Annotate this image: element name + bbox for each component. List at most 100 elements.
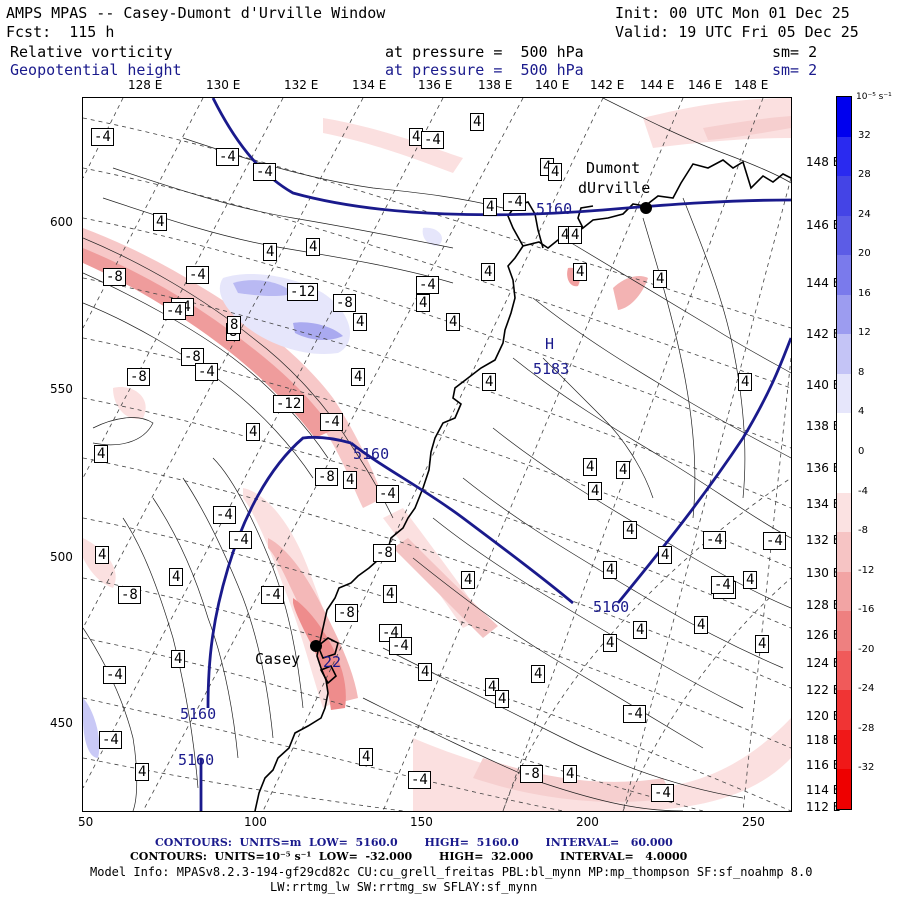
longitude-label: 138 E [478,78,513,92]
latitude-label: 122 E [806,683,841,697]
high-marker: H [545,335,555,353]
colorbar-segment [837,294,851,335]
vorticity-value-box: -4 [416,276,439,294]
latitude-label: 134 E [806,497,841,511]
colorbar-tick-label: 20 [858,248,871,260]
footer-radiation-info: LW:rrtmg_lw SW:rrtmg_sw SFLAY:sf_mynn [270,880,538,894]
vorticity-value-box: 4 [95,546,110,564]
vorticity-value-box: -12 [287,283,319,301]
colorbar-segment [837,492,851,533]
vorticity-value-box: 4 [563,765,578,783]
x-tick-label: 100 [244,815,267,829]
vorticity-value-box: 4 [568,226,583,244]
height-label-southeast: 5160 [593,598,630,616]
durville-station-label: dUrville [578,179,651,197]
init-time: Init: 00 UTC Mon 01 Dec 25 [615,4,850,22]
vorticity-value-box: -8 [520,765,543,783]
vorticity-value-box: -4 [163,302,186,320]
colorbar-segment [837,136,851,177]
longitude-label: 148 E [734,78,769,92]
casey-value-label: 22 [323,653,342,671]
colorbar-tick-label: 16 [858,287,871,299]
vorticity-value-box: 4 [573,263,588,281]
vorticity-value-box: -4 [623,705,646,723]
vorticity-value-box: -4 [376,485,399,503]
vorticity-value-box: -8 [181,348,204,366]
vorticity-value-box: 4 [743,571,758,589]
colorbar-unit: 10⁻⁵ s⁻¹ [856,92,892,102]
footer-vorticity-contours: CONTOURS: UNITS=10⁻⁵ s⁻¹ LOW= -32.000 HI… [130,850,688,863]
vorticity-value-box: -8 [333,294,356,312]
height-label-southwest: 5160 [178,751,215,769]
colorbar-segment [837,255,851,296]
dumont-station-label: Dumont [586,159,641,177]
y-tick-label: 600 [50,215,73,229]
colorbar-tick-label: -32 [858,762,875,774]
longitude-label: 142 E [590,78,625,92]
x-tick-label: 250 [742,815,765,829]
colorbar-segment [837,97,851,138]
colorbar-segment [837,334,851,375]
vorticity-value-box: 4 [623,521,638,539]
vorticity-value-box: -4 [186,266,209,284]
colorbar-tick-label: 0 [858,446,865,457]
vorticity-value-box: 4 [583,458,598,476]
high-value-label: 5183 [533,360,570,378]
valid-time: Valid: 19 UTC Fri 05 Dec 25 [615,23,859,41]
vorticity-value-box: 4 [246,423,261,441]
vorticity-value-box: 4 [481,263,496,281]
colorbar-segment [837,650,851,691]
vorticity-value-box: -4 [651,784,674,802]
field2-smoothing: sm= 2 [772,61,818,79]
colorbar [836,96,852,810]
vorticity-value-box: -4 [195,363,218,381]
map-title: AMPS MPAS -- Casey-Dumont d'Urville Wind… [6,4,386,22]
colorbar-tick-label: 24 [858,208,871,220]
vorticity-value-box: 4 [482,373,497,391]
vorticity-value-box: -4 [320,413,343,431]
vorticity-value-box: -4 [99,731,122,749]
vorticity-value-box: 4 [633,621,648,639]
vorticity-value-box: -12 [273,395,305,413]
vorticity-value-box: 4 [653,270,668,288]
latitude-label: 118 E [806,733,841,747]
vorticity-value-box: -8 [127,368,150,386]
height-label-west: 5160 [180,705,217,723]
colorbar-tick-label: -8 [858,525,868,537]
height-label-center: 5160 [353,445,390,463]
vorticity-value-box: 4 [359,748,374,766]
field1-smoothing: sm= 2 [772,43,818,61]
vorticity-value-box: -4 [503,193,526,211]
latitude-label: 140 E [806,378,841,392]
vorticity-value-box: 4 [383,585,398,603]
latitude-label: 142 E [806,327,841,341]
latitude-label: 132 E [806,533,841,547]
colorbar-tick-label: 12 [858,327,871,339]
vorticity-value-box: 4 [418,663,433,681]
vorticity-value-box: -4 [91,128,114,146]
latitude-label: 138 E [806,419,841,433]
colorbar-tick-label: -20 [858,643,875,655]
vorticity-value-box: -4 [711,576,734,594]
dumont-durville-station-marker [640,202,652,214]
vorticity-value-box: 4 [94,445,109,463]
vorticity-value-box: -8 [118,586,141,604]
vorticity-value-box: -4 [261,586,284,604]
longitude-label: 136 E [418,78,453,92]
colorbar-segment [837,413,851,454]
vorticity-value-box: 4 [755,635,770,653]
colorbar-tick-label: -16 [858,604,875,616]
colorbar-tick-label: 8 [858,366,865,378]
casey-station-marker [310,640,322,652]
latitude-label: 112 E [806,800,841,814]
height-label-top: 5160 [536,200,573,218]
latitude-label: 136 E [806,461,841,475]
colorbar-segment [837,611,851,652]
x-tick-label: 200 [576,815,599,829]
vorticity-value-box: 4 [306,238,321,256]
vorticity-value-box: 4 [446,313,461,331]
colorbar-tick-label: -4 [858,485,868,497]
vorticity-value-box: 4 [343,471,358,489]
vorticity-value-box: -4 [213,506,236,524]
vorticity-value-box: 4 [603,561,618,579]
